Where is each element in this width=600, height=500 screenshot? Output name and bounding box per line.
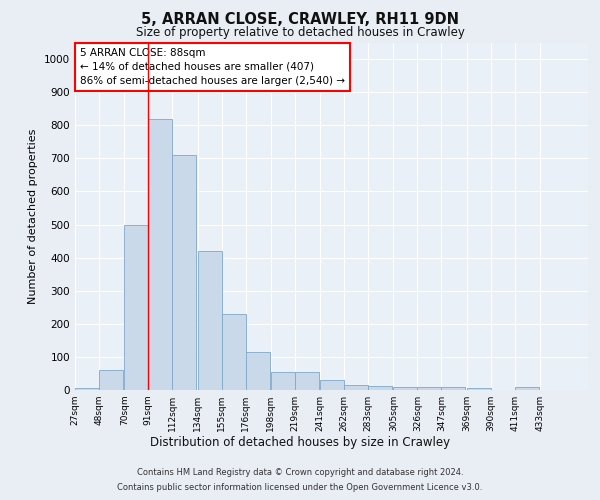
- Bar: [418, 386, 442, 390]
- Bar: [271, 372, 295, 390]
- Bar: [197, 251, 221, 390]
- Bar: [99, 370, 123, 390]
- Text: 5 ARRAN CLOSE: 88sqm
← 14% of detached houses are smaller (407)
86% of semi-deta: 5 ARRAN CLOSE: 88sqm ← 14% of detached h…: [80, 48, 345, 86]
- Bar: [368, 386, 392, 390]
- Bar: [467, 388, 491, 390]
- Bar: [320, 380, 344, 390]
- Bar: [344, 385, 368, 390]
- Text: Size of property relative to detached houses in Crawley: Size of property relative to detached ho…: [136, 26, 464, 39]
- Text: Distribution of detached houses by size in Crawley: Distribution of detached houses by size …: [150, 436, 450, 449]
- Bar: [245, 352, 269, 390]
- Bar: [75, 388, 99, 390]
- Bar: [515, 388, 539, 390]
- Text: Contains HM Land Registry data © Crown copyright and database right 2024.: Contains HM Land Registry data © Crown c…: [137, 468, 463, 477]
- Bar: [172, 155, 196, 390]
- Bar: [295, 372, 319, 390]
- Text: Contains public sector information licensed under the Open Government Licence v3: Contains public sector information licen…: [118, 483, 482, 492]
- Bar: [442, 388, 466, 390]
- Text: 5, ARRAN CLOSE, CRAWLEY, RH11 9DN: 5, ARRAN CLOSE, CRAWLEY, RH11 9DN: [141, 12, 459, 28]
- Y-axis label: Number of detached properties: Number of detached properties: [28, 128, 38, 304]
- Bar: [221, 314, 245, 390]
- Bar: [124, 224, 148, 390]
- Bar: [394, 386, 418, 390]
- Bar: [148, 118, 172, 390]
